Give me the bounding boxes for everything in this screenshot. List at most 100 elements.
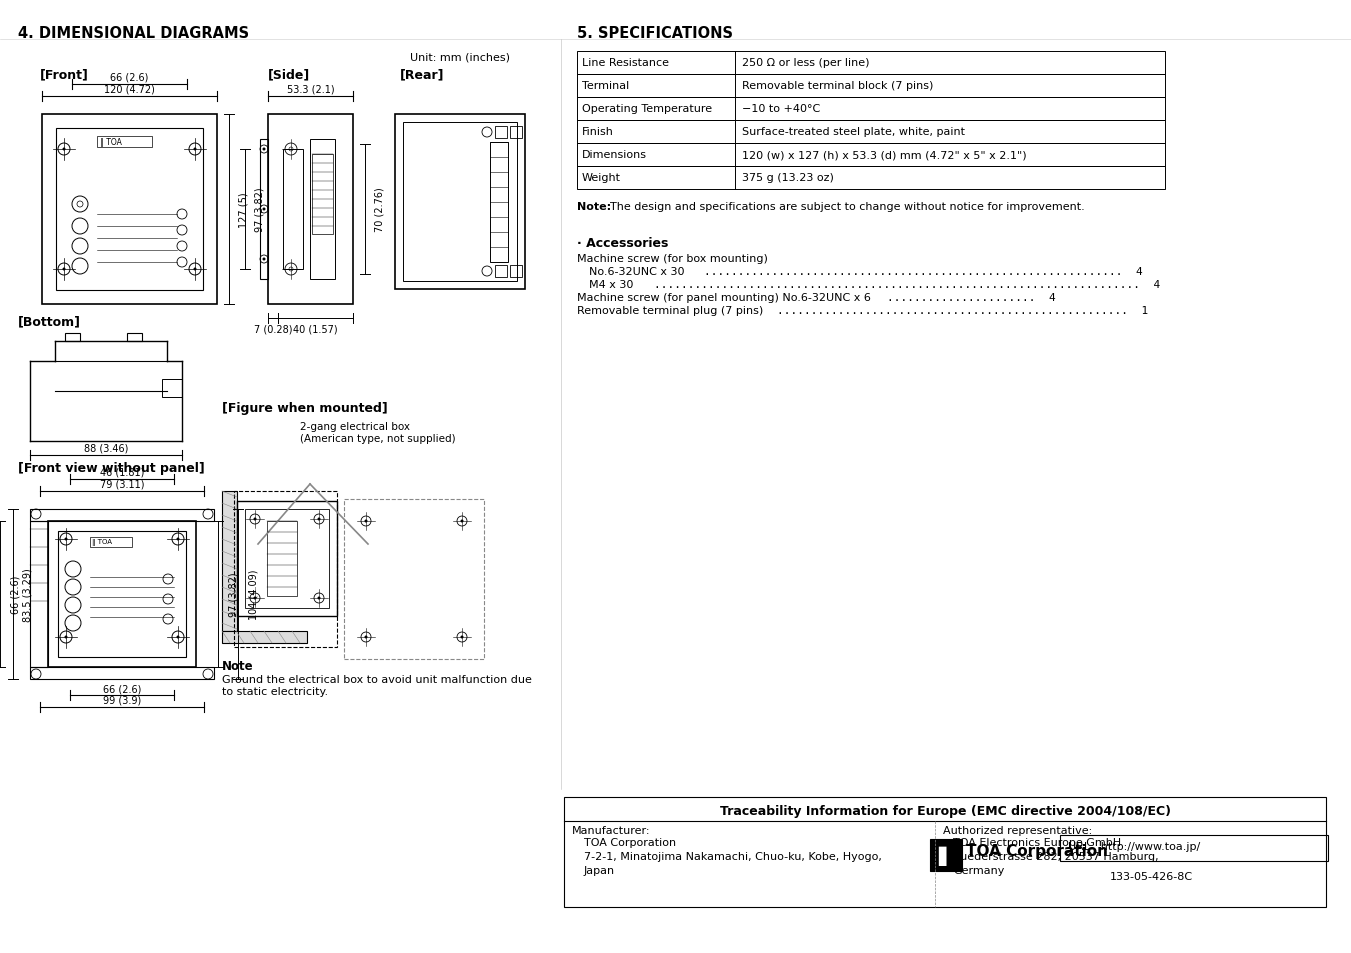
Bar (65, 334, 80, 341)
Text: 70 (2.76): 70 (2.76) (376, 188, 385, 233)
Bar (345, 499, 484, 659)
Text: The design and specifications are subject to change without notice for improveme: The design and specifications are subjec… (611, 202, 1085, 212)
Text: M4 x 30: M4 x 30 (589, 280, 634, 290)
Text: 83.5 (3.29): 83.5 (3.29) (23, 568, 32, 621)
Text: 127 (5): 127 (5) (239, 192, 249, 228)
Text: 133-05-426-8C: 133-05-426-8C (1111, 871, 1193, 882)
Circle shape (254, 518, 257, 521)
Bar (91, 537, 132, 547)
Text: Surface-treated steel plate, white, paint: Surface-treated steel plate, white, pain… (742, 127, 965, 137)
Circle shape (177, 537, 180, 541)
Text: Removable terminal plug (7 pins): Removable terminal plug (7 pins) (577, 306, 763, 315)
Bar (577, 167, 1165, 190)
Text: Line Resistance: Line Resistance (582, 58, 669, 68)
Circle shape (193, 268, 196, 272)
Text: ........................................................................  4: ........................................… (654, 280, 1161, 290)
Text: 5. SPECIFICATIONS: 5. SPECIFICATIONS (577, 26, 734, 41)
Text: Japan: Japan (584, 865, 615, 875)
Bar (577, 75, 1165, 98)
Text: ‖ TOA: ‖ TOA (100, 138, 122, 147)
Text: Traceability Information for Europe (EMC directive 2004/108/EC): Traceability Information for Europe (EMC… (720, 804, 1170, 817)
Text: Machine screw (for box mounting): Machine screw (for box mounting) (577, 253, 767, 264)
Bar (234, 492, 336, 647)
Text: TOA Corporation: TOA Corporation (584, 837, 676, 847)
Text: 66 (2.6): 66 (2.6) (9, 576, 20, 614)
Text: 66 (2.6): 66 (2.6) (111, 73, 149, 83)
Circle shape (65, 636, 68, 639)
Text: 250 Ω or less (per line): 250 Ω or less (per line) (742, 58, 870, 68)
Text: 40 (1.57): 40 (1.57) (293, 325, 338, 335)
Bar (577, 144, 1165, 167)
Text: ..............................................................  4: ........................................… (704, 267, 1143, 276)
Bar (30, 521, 49, 667)
Text: URL:  http://www.toa.jp/: URL: http://www.toa.jp/ (1069, 841, 1200, 851)
Text: 375 g (13.23 oz): 375 g (13.23 oz) (742, 172, 834, 183)
Bar (245, 510, 330, 608)
Text: Terminal: Terminal (582, 81, 630, 91)
Bar (403, 123, 517, 282)
Bar (490, 143, 508, 263)
Bar (42, 115, 218, 305)
Text: 104 (4.09): 104 (4.09) (249, 569, 258, 619)
Text: 53.3 (2.1): 53.3 (2.1) (286, 85, 334, 95)
Circle shape (262, 149, 266, 152)
Bar (55, 129, 203, 291)
Text: 97 (3.82): 97 (3.82) (255, 188, 265, 233)
Circle shape (62, 268, 65, 272)
Bar (162, 379, 182, 397)
Bar (577, 98, 1165, 121)
Bar (58, 532, 186, 658)
Text: [Rear]: [Rear] (400, 68, 444, 81)
Text: −10 to +40°C: −10 to +40°C (742, 104, 820, 113)
Bar (222, 492, 236, 631)
Circle shape (254, 597, 257, 599)
Bar (494, 127, 507, 139)
Circle shape (461, 520, 463, 523)
Text: Dimensions: Dimensions (582, 150, 647, 160)
Text: ......................  4: ...................... 4 (888, 293, 1055, 303)
Text: TOA Corporation: TOA Corporation (966, 843, 1108, 858)
Text: No.6-32UNC x 30: No.6-32UNC x 30 (589, 267, 685, 276)
Bar (509, 127, 521, 139)
Bar (577, 121, 1165, 144)
Bar (309, 140, 335, 280)
Text: Note:: Note: (577, 202, 611, 212)
Bar (97, 137, 153, 148)
Text: (American type, not supplied): (American type, not supplied) (300, 434, 455, 443)
Circle shape (317, 518, 320, 521)
Text: Manufacturer:: Manufacturer: (571, 825, 650, 835)
Bar (929, 840, 962, 871)
Circle shape (317, 597, 320, 599)
Text: Ground the electrical box to avoid unit malfunction due
to static electricity.: Ground the electrical box to avoid unit … (222, 675, 532, 696)
Text: Machine screw (for panel mounting) No.6-32UNC x 6: Machine screw (for panel mounting) No.6-… (577, 293, 871, 303)
Bar (127, 334, 142, 341)
Text: Weight: Weight (582, 172, 621, 183)
Text: 7 (0.28): 7 (0.28) (254, 325, 292, 335)
Text: Operating Temperature: Operating Temperature (582, 104, 712, 113)
Bar (259, 140, 267, 280)
Text: ....................................................  1: ........................................… (777, 306, 1148, 315)
Bar (577, 52, 1165, 75)
Bar (1061, 835, 1328, 862)
Text: 46 (1.81): 46 (1.81) (100, 468, 145, 477)
Text: [Front]: [Front] (41, 68, 89, 81)
Bar (236, 501, 336, 617)
Text: 7-2-1, Minatojima Nakamachi, Chuo-ku, Kobe, Hyogo,: 7-2-1, Minatojima Nakamachi, Chuo-ku, Ko… (584, 851, 882, 862)
Circle shape (177, 636, 180, 639)
Text: Suederstrasse 282, 20537 Hamburg,: Suederstrasse 282, 20537 Hamburg, (952, 851, 1159, 862)
Circle shape (365, 636, 367, 639)
Bar (312, 154, 332, 234)
Text: Finish: Finish (582, 127, 613, 137)
Text: ▌: ▌ (939, 845, 954, 864)
Circle shape (65, 537, 68, 541)
Bar (394, 115, 526, 290)
Text: Removable terminal block (7 pins): Removable terminal block (7 pins) (742, 81, 934, 91)
Circle shape (262, 209, 266, 212)
Bar (267, 521, 297, 597)
Bar (267, 115, 353, 305)
Text: 2-gang electrical box: 2-gang electrical box (300, 421, 409, 432)
Text: 4. DIMENSIONAL DIAGRAMS: 4. DIMENSIONAL DIAGRAMS (18, 26, 249, 41)
Text: [Bottom]: [Bottom] (18, 314, 81, 328)
Text: [Figure when mounted]: [Figure when mounted] (222, 401, 388, 415)
Text: Unit: mm (inches): Unit: mm (inches) (409, 52, 509, 62)
